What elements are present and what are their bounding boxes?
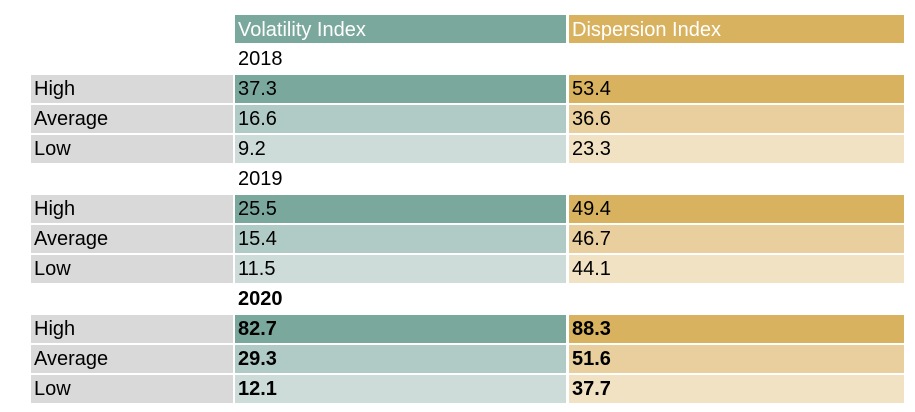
row-label: Average (31, 105, 233, 133)
table-row: High 82.7 88.3 (31, 315, 904, 343)
volatility-value: 11.5 (235, 255, 566, 283)
row-label: High (31, 315, 233, 343)
dispersion-value: 37.7 (569, 375, 904, 403)
year-label: 2020 (238, 288, 283, 310)
row-label: High (31, 195, 233, 223)
volatility-value: 25.5 (235, 195, 566, 223)
table-row: Average 15.4 46.7 (31, 225, 904, 253)
volatility-value: 82.7 (235, 315, 566, 343)
year-spacer-right (569, 165, 904, 193)
year-spacer (31, 285, 233, 313)
row-label: High (31, 75, 233, 103)
row-label: Average (31, 345, 233, 373)
row-label: Low (31, 375, 233, 403)
index-table: Volatility Index Dispersion Index 2018 H… (31, 15, 904, 405)
volatility-value: 15.4 (235, 225, 566, 253)
volatility-value: 9.2 (235, 135, 566, 163)
dispersion-value: 49.4 (569, 195, 904, 223)
table-row: High 25.5 49.4 (31, 195, 904, 223)
volatility-value: 12.1 (235, 375, 566, 403)
dispersion-value: 51.6 (569, 345, 904, 373)
row-label: Low (31, 255, 233, 283)
dispersion-value: 23.3 (569, 135, 904, 163)
header-spacer (31, 15, 233, 43)
dispersion-value: 36.6 (569, 105, 904, 133)
row-label: Average (31, 225, 233, 253)
volatility-value: 37.3 (235, 75, 566, 103)
table-row: Low 12.1 37.7 (31, 375, 904, 403)
table-row: Average 16.6 36.6 (31, 105, 904, 133)
year-label: 2018 (238, 48, 283, 70)
row-label: Low (31, 135, 233, 163)
year-spacer-right (569, 285, 904, 313)
dispersion-value: 53.4 (569, 75, 904, 103)
year-label: 2019 (238, 168, 283, 190)
volatility-value: 16.6 (235, 105, 566, 133)
table-row: High 37.3 53.4 (31, 75, 904, 103)
year-spacer (31, 165, 233, 193)
dispersion-value: 46.7 (569, 225, 904, 253)
volatility-index-header: Volatility Index (235, 15, 566, 43)
dispersion-index-header: Dispersion Index (569, 15, 904, 43)
year-row-2019: 2019 (31, 165, 904, 193)
year-row-2020: 2020 (31, 285, 904, 313)
dispersion-value: 44.1 (569, 255, 904, 283)
table-row: Average 29.3 51.6 (31, 345, 904, 373)
volatility-value: 29.3 (235, 345, 566, 373)
table-row: Low 9.2 23.3 (31, 135, 904, 163)
table-header-row: Volatility Index Dispersion Index (31, 15, 904, 43)
year-spacer (31, 45, 233, 73)
year-row-2018: 2018 (31, 45, 904, 73)
table-row: Low 11.5 44.1 (31, 255, 904, 283)
dispersion-value: 88.3 (569, 315, 904, 343)
year-spacer-right (569, 45, 904, 73)
